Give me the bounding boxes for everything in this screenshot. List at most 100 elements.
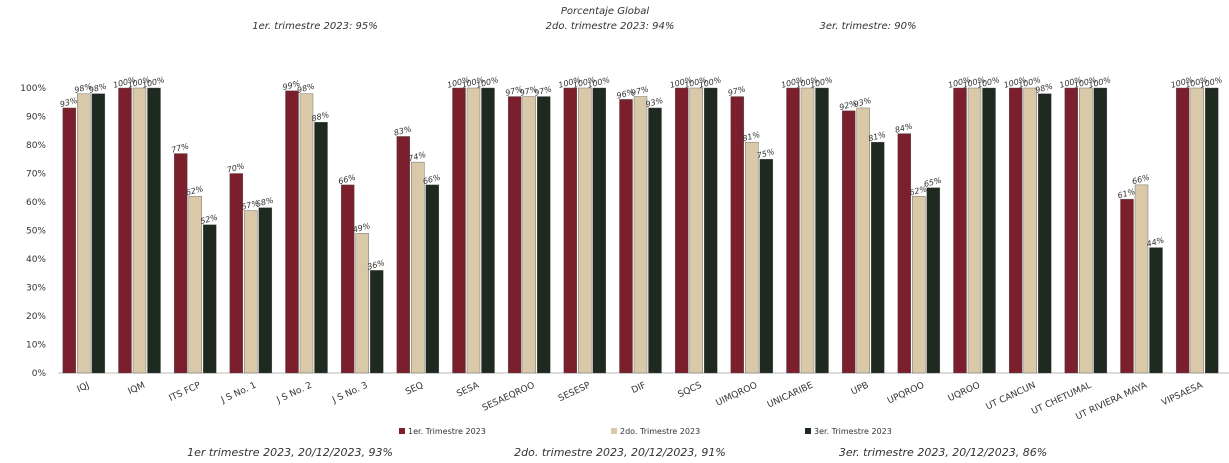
- data-label: 61%: [1117, 187, 1137, 200]
- data-label: 93%: [59, 96, 79, 109]
- data-label: 66%: [337, 173, 357, 186]
- bar: [244, 211, 257, 373]
- x-tick-label: IQJ: [76, 381, 91, 395]
- legend-label-3: 3er. Trimestre 2023: [814, 427, 892, 436]
- data-label: 77%: [170, 141, 190, 154]
- data-label: 83%: [393, 124, 413, 137]
- bar: [397, 136, 410, 373]
- data-label: 58%: [255, 196, 275, 209]
- x-tick-label: UIMQROO: [715, 381, 760, 409]
- x-tick-label: J S No. 2: [275, 381, 314, 406]
- data-label: 70%: [226, 161, 246, 174]
- bar: [203, 225, 216, 373]
- bar: [649, 108, 662, 373]
- x-tick-label: UNICARIBE: [766, 381, 815, 411]
- bar: [1094, 88, 1107, 373]
- bar: [760, 159, 773, 373]
- data-label: 66%: [422, 173, 442, 186]
- y-tick-label: 90%: [26, 113, 46, 123]
- bar: [426, 185, 439, 373]
- bar: [119, 88, 132, 373]
- bar: [467, 88, 480, 373]
- bar: [787, 88, 800, 373]
- y-tick-label: 100%: [20, 84, 46, 94]
- bar: [411, 162, 424, 373]
- x-tick-label: UPQROO: [886, 381, 926, 407]
- bar: [620, 99, 633, 373]
- y-tick-label: 30%: [26, 284, 46, 294]
- bar: [816, 88, 829, 373]
- chart-subtitle: Porcentaje Global: [561, 6, 650, 17]
- bar: [341, 185, 354, 373]
- x-tick-label: J S No. 3: [330, 381, 369, 406]
- data-label: 97%: [727, 84, 747, 97]
- x-tick-label: SEQ: [404, 381, 425, 398]
- bar: [148, 88, 161, 373]
- x-tick-label: UQROO: [947, 381, 982, 404]
- bar: [453, 88, 466, 373]
- bar: [1065, 88, 1078, 373]
- bar: [1176, 88, 1189, 373]
- x-tick-label: SESAEQROO: [481, 381, 537, 414]
- bar: [370, 270, 383, 373]
- bar: [1079, 88, 1092, 373]
- bar: [1009, 88, 1022, 373]
- legend-label-1: 1er. Trimestre 2023: [408, 427, 486, 436]
- x-tick-label: IQM: [127, 381, 147, 397]
- bar: [174, 154, 187, 373]
- bar: [482, 88, 495, 373]
- data-label: 62%: [185, 184, 205, 197]
- data-label: 81%: [741, 130, 761, 143]
- data-label: 97%: [630, 84, 650, 97]
- q2-note: 2do. trimestre 2023, 20/12/2023, 91%: [514, 446, 726, 459]
- legend-swatch-3: [805, 428, 811, 434]
- data-label: 74%: [407, 150, 427, 163]
- x-tick-label: SESA: [455, 380, 481, 399]
- y-tick-label: 40%: [26, 255, 46, 265]
- bar: [1135, 185, 1148, 373]
- bar: [1038, 94, 1051, 373]
- bar: [1150, 248, 1163, 373]
- x-tick-label: J S No. 1: [219, 381, 258, 406]
- data-label: 84%: [894, 122, 914, 135]
- y-tick-label: 20%: [26, 312, 46, 322]
- legend-label-2: 2do. Trimestre 2023: [620, 427, 700, 436]
- bar: [508, 97, 521, 373]
- data-label: 52%: [199, 213, 219, 226]
- bar: [1024, 88, 1037, 373]
- data-label: 49%: [352, 221, 372, 234]
- data-label: 88%: [311, 110, 331, 123]
- y-tick-label: 70%: [26, 170, 46, 180]
- bar: [857, 108, 870, 373]
- bar: [286, 91, 299, 373]
- legend: 1er. Trimestre 2023 2do. Trimestre 2023 …: [399, 427, 892, 436]
- y-tick-label: 60%: [26, 198, 46, 208]
- bar: [871, 142, 884, 373]
- bar: [315, 122, 328, 373]
- q1-note: 1er trimestre 2023, 20/12/2023, 93%: [187, 446, 393, 459]
- bar: [968, 88, 981, 373]
- bar: [801, 88, 814, 373]
- bar: [92, 94, 105, 373]
- bar: [634, 97, 647, 373]
- bar: [898, 134, 911, 373]
- q3-summary: 3er. trimestre: 90%: [820, 21, 917, 32]
- bar: [954, 88, 967, 373]
- legend-swatch-1: [399, 428, 405, 434]
- bar: [564, 88, 577, 373]
- bar: [1121, 199, 1134, 373]
- data-label: 44%: [1146, 236, 1166, 249]
- bar: [1191, 88, 1204, 373]
- data-label: 66%: [1131, 173, 1151, 186]
- y-tick-label: 10%: [26, 341, 46, 351]
- bar: [523, 97, 536, 373]
- q2-summary: 2do. trimestre 2023: 94%: [546, 21, 675, 32]
- bar: [675, 88, 688, 373]
- bar: [704, 88, 717, 373]
- y-tick-label: 50%: [26, 227, 46, 237]
- x-tick-label: VIPSAESA: [1160, 380, 1205, 408]
- bar: [63, 108, 76, 373]
- q1-summary: 1er. trimestre 2023: 95%: [252, 21, 378, 32]
- bar: [259, 208, 272, 373]
- bar: [1205, 88, 1218, 373]
